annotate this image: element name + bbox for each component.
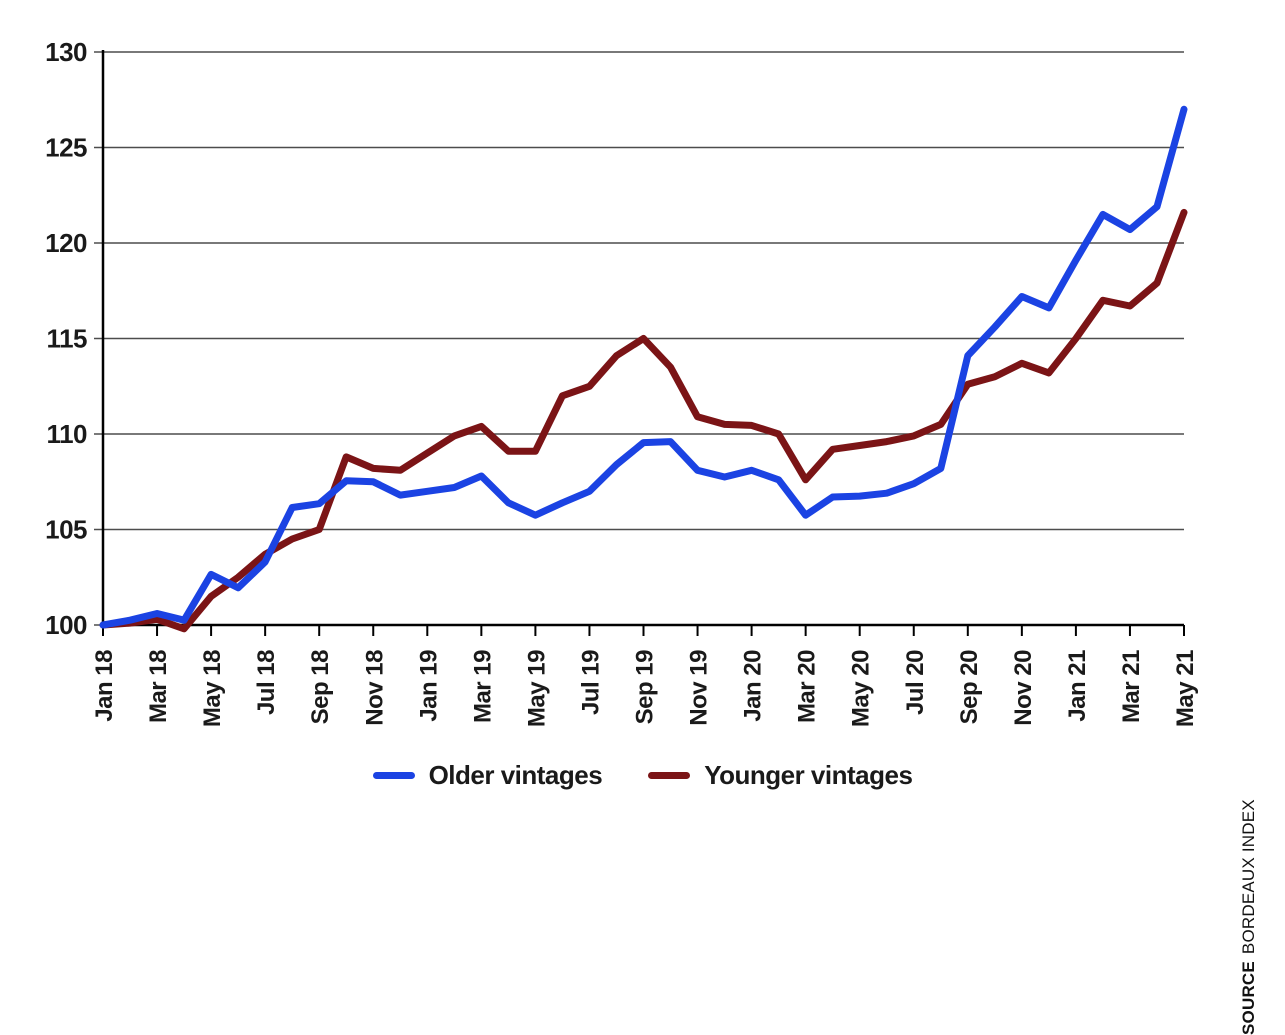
legend-item-younger-vintages: Younger vintages (648, 760, 913, 791)
source-prefix-label: SOURCE (1239, 961, 1258, 1035)
legend-label-younger-vintages: Younger vintages (704, 760, 913, 790)
x-axis-label-Jan-20: Jan 20 (740, 650, 767, 722)
x-axis-label-Mar-21: Mar 21 (1118, 650, 1145, 723)
x-axis-label-May-19: May 19 (523, 650, 550, 727)
y-axis-label-100: 100 (45, 610, 87, 640)
legend: Older vintages Younger vintages (0, 760, 1285, 791)
x-axis-label-Jul-19: Jul 19 (577, 650, 604, 715)
x-axis-label-Mar-20: Mar 20 (794, 650, 821, 723)
series-line-younger-vintages (99, 208, 1188, 633)
x-axis-label-Jan-21: Jan 21 (1064, 650, 1091, 722)
x-axis-label-Nov-18: Nov 18 (361, 650, 388, 726)
x-axis-label-Mar-19: Mar 19 (469, 650, 496, 723)
y-axis-label-120: 120 (45, 228, 87, 258)
source-credit: SOURCE BORDEAUX INDEX (1239, 795, 1261, 1035)
x-axis-label-Sep-19: Sep 19 (632, 650, 659, 725)
y-axis-label-105: 105 (45, 515, 87, 545)
x-axis-label-May-20: May 20 (848, 650, 875, 727)
x-axis-label-Sep-20: Sep 20 (956, 650, 983, 725)
x-axis-label-Jul-20: Jul 20 (902, 650, 929, 715)
x-axis-label-Jul-18: Jul 18 (253, 650, 280, 715)
x-axis-label-May-18: May 18 (199, 650, 226, 727)
x-axis-label-Nov-20: Nov 20 (1010, 650, 1037, 726)
y-axis-label-130: 130 (45, 37, 87, 67)
x-axis-label-May-21: May 21 (1172, 650, 1199, 727)
x-axis-label-Jan-18: Jan 18 (91, 650, 118, 722)
legend-label-older-vintages: Older vintages (428, 760, 603, 790)
wine-index-chart: 100 105 110 115 120 125 130 Jan 18 Mar 18 May 18 J… (0, 37, 1285, 1035)
x-axis-label-Sep-18: Sep 18 (307, 650, 334, 725)
x-axis-label-Jan-19: Jan 19 (415, 650, 442, 722)
legend-item-older-vintages: Older vintages (372, 760, 603, 791)
series-line-older-vintages (99, 105, 1188, 629)
y-axis-label-125: 125 (45, 133, 87, 163)
x-axis-label-Mar-18: Mar 18 (145, 650, 172, 723)
source-name-label: BORDEAUX INDEX (1239, 799, 1258, 955)
younger-vintages-line-swatch (648, 772, 691, 779)
line-chart-canvas: 100 105 110 115 120 125 130 Jan 18 Mar 18 May 18 J… (45, 37, 1199, 727)
y-axis-label-115: 115 (47, 324, 87, 354)
y-axis-label-110: 110 (47, 419, 87, 449)
older-vintages-line-swatch (372, 772, 415, 779)
x-axis-label-Nov-19: Nov 19 (686, 650, 713, 726)
